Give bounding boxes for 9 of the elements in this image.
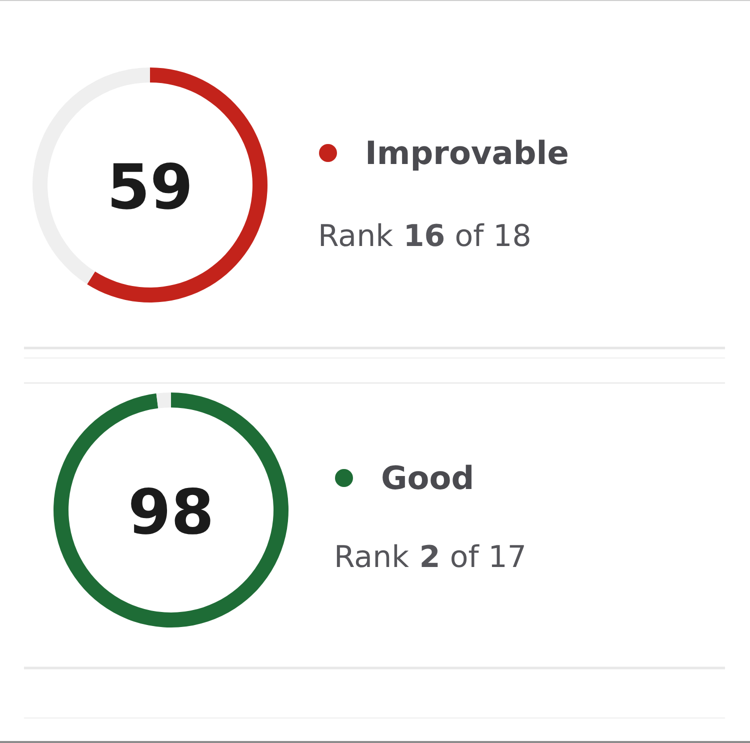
data-label: 98 — [128, 476, 214, 548]
donut-slice — [156, 392, 171, 408]
text: Rank 16 of 18 — [318, 218, 532, 254]
legend-label: Good — [381, 459, 474, 497]
legend-label: Improvable — [365, 134, 569, 172]
data-label: 59 — [106, 150, 194, 224]
donut-slice — [87, 68, 268, 302]
text: Rank 2 of 17 — [334, 540, 526, 574]
donut-slice — [54, 392, 288, 628]
